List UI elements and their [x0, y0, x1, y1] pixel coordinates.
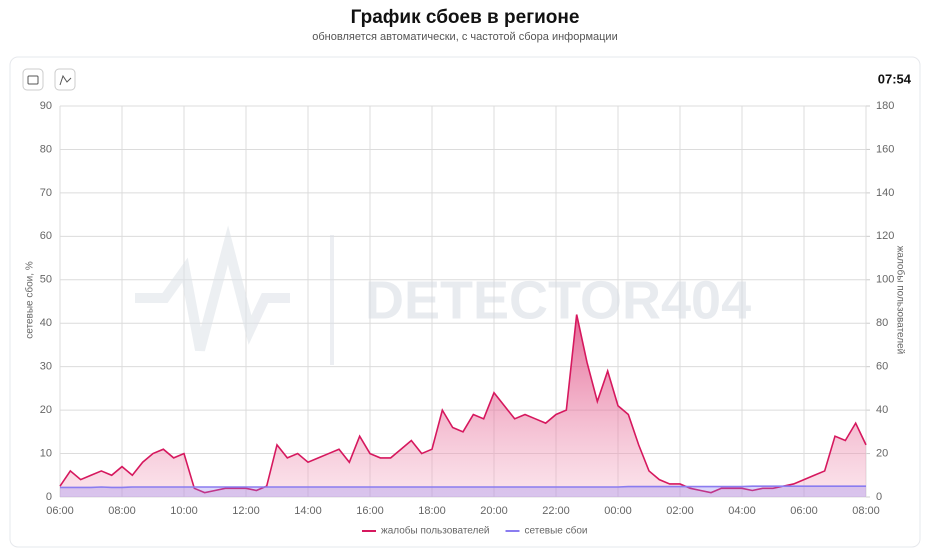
- subtitle: обновляется автоматически, с частотой сб…: [312, 31, 617, 43]
- area: [60, 486, 866, 497]
- y2-tick-label: 20: [876, 447, 888, 459]
- y-tick-label: 20: [40, 404, 52, 416]
- x-tick-label: 04:00: [728, 505, 756, 517]
- x-tick-label: 12:00: [232, 505, 260, 517]
- y2-tick-label: 40: [876, 404, 888, 416]
- y-tick-label: 30: [40, 361, 52, 373]
- legend-label: жалобы пользователей: [381, 525, 490, 537]
- y-axis-title: сетевые сбои, %: [24, 261, 36, 339]
- x-tick-label: 22:00: [542, 505, 570, 517]
- y2-axis-title: жалобы пользователей: [894, 246, 906, 355]
- y2-tick-label: 60: [876, 361, 888, 373]
- x-tick-label: 10:00: [170, 505, 198, 517]
- y2-tick-label: 140: [876, 187, 894, 199]
- y-tick-label: 10: [40, 447, 52, 459]
- watermark-logo: [135, 225, 290, 352]
- y-tick-label: 70: [40, 187, 52, 199]
- x-tick-label: 20:00: [480, 505, 508, 517]
- area: [60, 314, 866, 497]
- legend-label: сетевые сбои: [525, 525, 588, 537]
- y-tick-label: 80: [40, 143, 52, 155]
- x-tick-label: 14:00: [294, 505, 322, 517]
- x-tick-label: 18:00: [418, 505, 446, 517]
- y2-tick-label: 0: [876, 491, 882, 503]
- x-tick-label: 16:00: [356, 505, 384, 517]
- camera-icon: [27, 75, 39, 85]
- watermark-text: DETECTOR404: [365, 270, 751, 330]
- x-tick-label: 06:00: [790, 505, 818, 517]
- line: [59, 314, 867, 494]
- y-tick-label: 60: [40, 230, 52, 242]
- x-tick-label: 06:00: [46, 505, 74, 517]
- x-tick-label: 08:00: [108, 505, 136, 517]
- y-tick-label: 0: [46, 491, 52, 503]
- title: График сбоев в регионе: [351, 7, 580, 28]
- y2-tick-label: 120: [876, 230, 894, 242]
- y2-tick-label: 100: [876, 274, 894, 286]
- chart-icon: [59, 74, 72, 86]
- y-tick-label: 50: [40, 274, 52, 286]
- x-tick-label: 02:00: [666, 505, 694, 517]
- watermark: DETECTOR404: [135, 225, 751, 365]
- y2-tick-label: 80: [876, 317, 888, 329]
- camera-button[interactable]: [22, 68, 44, 91]
- x-tick-label: 08:00: [852, 505, 880, 517]
- y2-tick-label: 180: [876, 100, 894, 112]
- y-tick-label: 40: [40, 317, 52, 329]
- card: [9, 56, 921, 548]
- clock: 07:54: [878, 71, 912, 86]
- x-tick-label: 00:00: [604, 505, 632, 517]
- line: [60, 485, 866, 489]
- y-tick-label: 90: [40, 100, 52, 112]
- y2-tick-label: 160: [876, 143, 894, 155]
